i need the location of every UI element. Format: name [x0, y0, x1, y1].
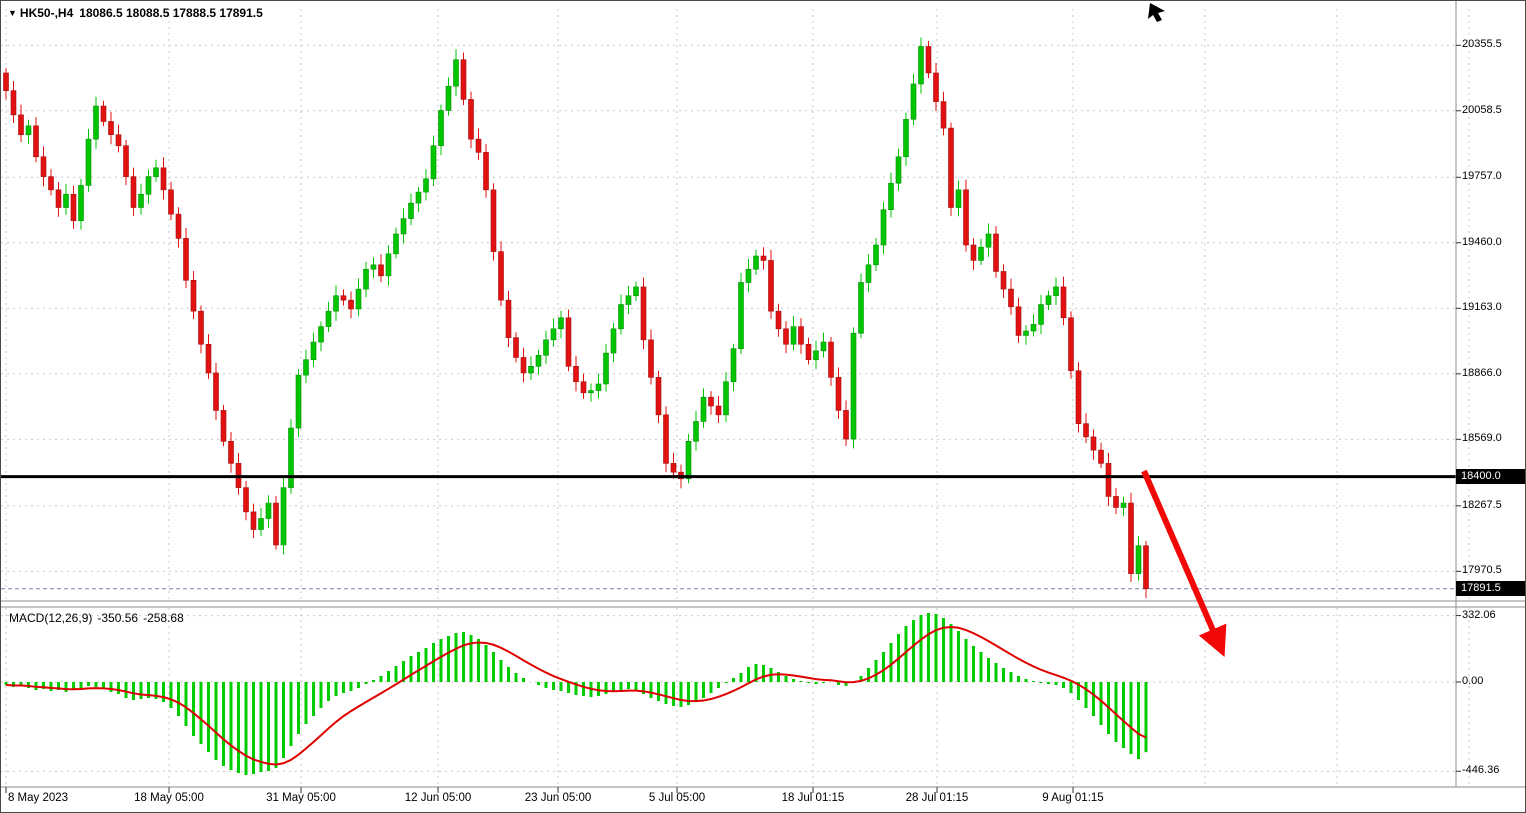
time-axis-label: 9 Aug 01:15: [1042, 792, 1104, 804]
pane-separators: [1, 1, 1525, 788]
macd-axis-label: -446.36: [1462, 764, 1500, 777]
time-axis-label: 28 Jul 01:15: [905, 792, 969, 804]
time-axis[interactable]: 8 May 2023 18 May 05:00 31 May 05:00 12 Jun…: [1, 788, 1456, 812]
price-axis-label: 18267.5: [1462, 498, 1502, 511]
time-axis-label: 18 Jul 01:15: [781, 792, 845, 804]
price-axis-label: 17970.5: [1462, 564, 1502, 577]
macd-indicator-label: MACD(12,26,9) -350.56 -258.68: [9, 611, 189, 625]
macd-axis-label: 0.00: [1462, 675, 1484, 687]
symbol-dropdown-icon[interactable]: ▼: [8, 8, 17, 18]
macd-signal-line: [5, 625, 1147, 766]
price-axis-label: 20355.5: [1462, 38, 1502, 51]
price-axis-label: 19757.0: [1462, 170, 1502, 183]
grid-lines: [1, 9, 1470, 786]
symbol-info: ▼ HK50-,H4 18086.5 18088.5 17888.5 17891.5: [8, 6, 263, 20]
trend-arrow-annotation[interactable]: [1141, 469, 1227, 658]
level-price-tag: 18400.0: [1456, 468, 1525, 484]
price-axis-label: 19460.0: [1462, 235, 1502, 248]
macd-signal-value: -258.68: [143, 611, 184, 625]
macd-histogram: [4, 613, 1148, 775]
time-axis-label: 8 May 2023: [7, 792, 69, 804]
time-axis-label: 5 Jul 05:00: [648, 792, 706, 804]
macd-name: MACD(12,26,9): [9, 611, 93, 625]
axis-ticks: [5, 44, 1461, 793]
price-axis-label: 20058.5: [1462, 103, 1502, 116]
symbol-label: HK50-,H4: [19, 6, 74, 20]
time-axis-label: 18 May 05:00: [134, 792, 204, 804]
price-axis-label: 18866.0: [1462, 366, 1502, 379]
price-axis-label: 18569.0: [1462, 432, 1502, 445]
macd-value: -350.56: [97, 611, 139, 625]
price-axis-label: 19163.0: [1462, 301, 1502, 314]
macd-axis-label: 332.06: [1462, 608, 1496, 621]
ohlc-values: 18086.5 18088.5 17888.5 17891.5: [79, 6, 263, 20]
time-axis-label: 12 Jun 05:00: [404, 792, 472, 804]
price-axis[interactable]: 20355.5 20058.5 19757.0 19460.0 19163.0 18866…: [1456, 1, 1525, 787]
current-price-tag: 17891.5: [1456, 580, 1525, 596]
time-axis-label: 31 May 05:00: [266, 792, 336, 804]
candlestick-series: [3, 37, 1149, 599]
time-axis-label: 23 Jun 05:00: [524, 792, 592, 804]
mouse-cursor-icon: [1148, 3, 1165, 22]
